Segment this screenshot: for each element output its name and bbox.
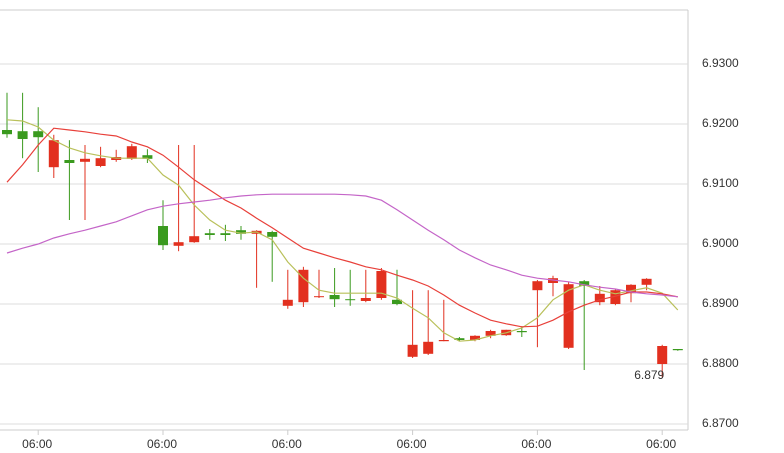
candle-body [563,284,574,348]
candle-body [298,269,309,303]
candle-body [594,293,605,303]
candle-body [48,140,59,168]
x-tick-label: 06:00 [22,437,52,451]
candle-body [360,298,371,301]
candle-body [204,233,215,235]
y-tick-label: 6.8700 [702,416,739,430]
y-tick-label: 6.8800 [702,356,739,370]
candle-body [485,331,496,336]
candle-body [672,349,683,351]
y-tick-label: 6.9000 [702,236,739,250]
x-tick-label: 06:00 [147,437,177,451]
candle-body [516,331,527,333]
candle-body [17,131,28,139]
candle-body [376,271,387,298]
candle-body [2,130,12,135]
candle-body [641,278,652,285]
moving-average-line [6,119,679,342]
candle-body [454,338,465,340]
candle-body [173,242,184,246]
moving-average-line [6,127,678,328]
moving-average-line [6,193,678,298]
candle-body [189,236,200,243]
candle-body [407,344,418,357]
candle-body [64,160,75,163]
candle-body [158,226,168,246]
y-tick-label: 6.8900 [702,296,739,310]
x-tick-label: 06:00 [521,437,551,451]
candle-body [438,340,449,342]
candle-body [220,233,231,235]
candle-body [610,290,621,304]
candle-body [282,299,293,306]
candle-body [345,299,356,301]
candle-body [142,155,153,159]
candle-body [267,232,278,237]
candle-body [33,131,44,138]
y-tick-label: 6.9300 [702,56,739,70]
candle-body [579,281,590,286]
candle-body [470,335,480,340]
price-annotation: 6.879 [634,368,664,382]
candle-body [329,295,340,300]
candle-body [657,346,668,364]
candle-body [126,146,137,159]
x-tick-label: 06:00 [397,437,427,451]
candle-body [95,158,106,166]
candle-body [236,230,246,234]
x-tick-label: 06:00 [646,437,676,451]
candle-body [626,284,636,294]
candle-body [392,299,402,304]
candle-body [314,296,324,298]
y-tick-label: 6.9200 [702,116,739,130]
candle-body [423,341,434,354]
x-tick-label: 06:00 [272,437,302,451]
y-tick-label: 6.9100 [702,176,739,190]
candle-body [532,281,543,291]
candle-body [80,158,90,162]
